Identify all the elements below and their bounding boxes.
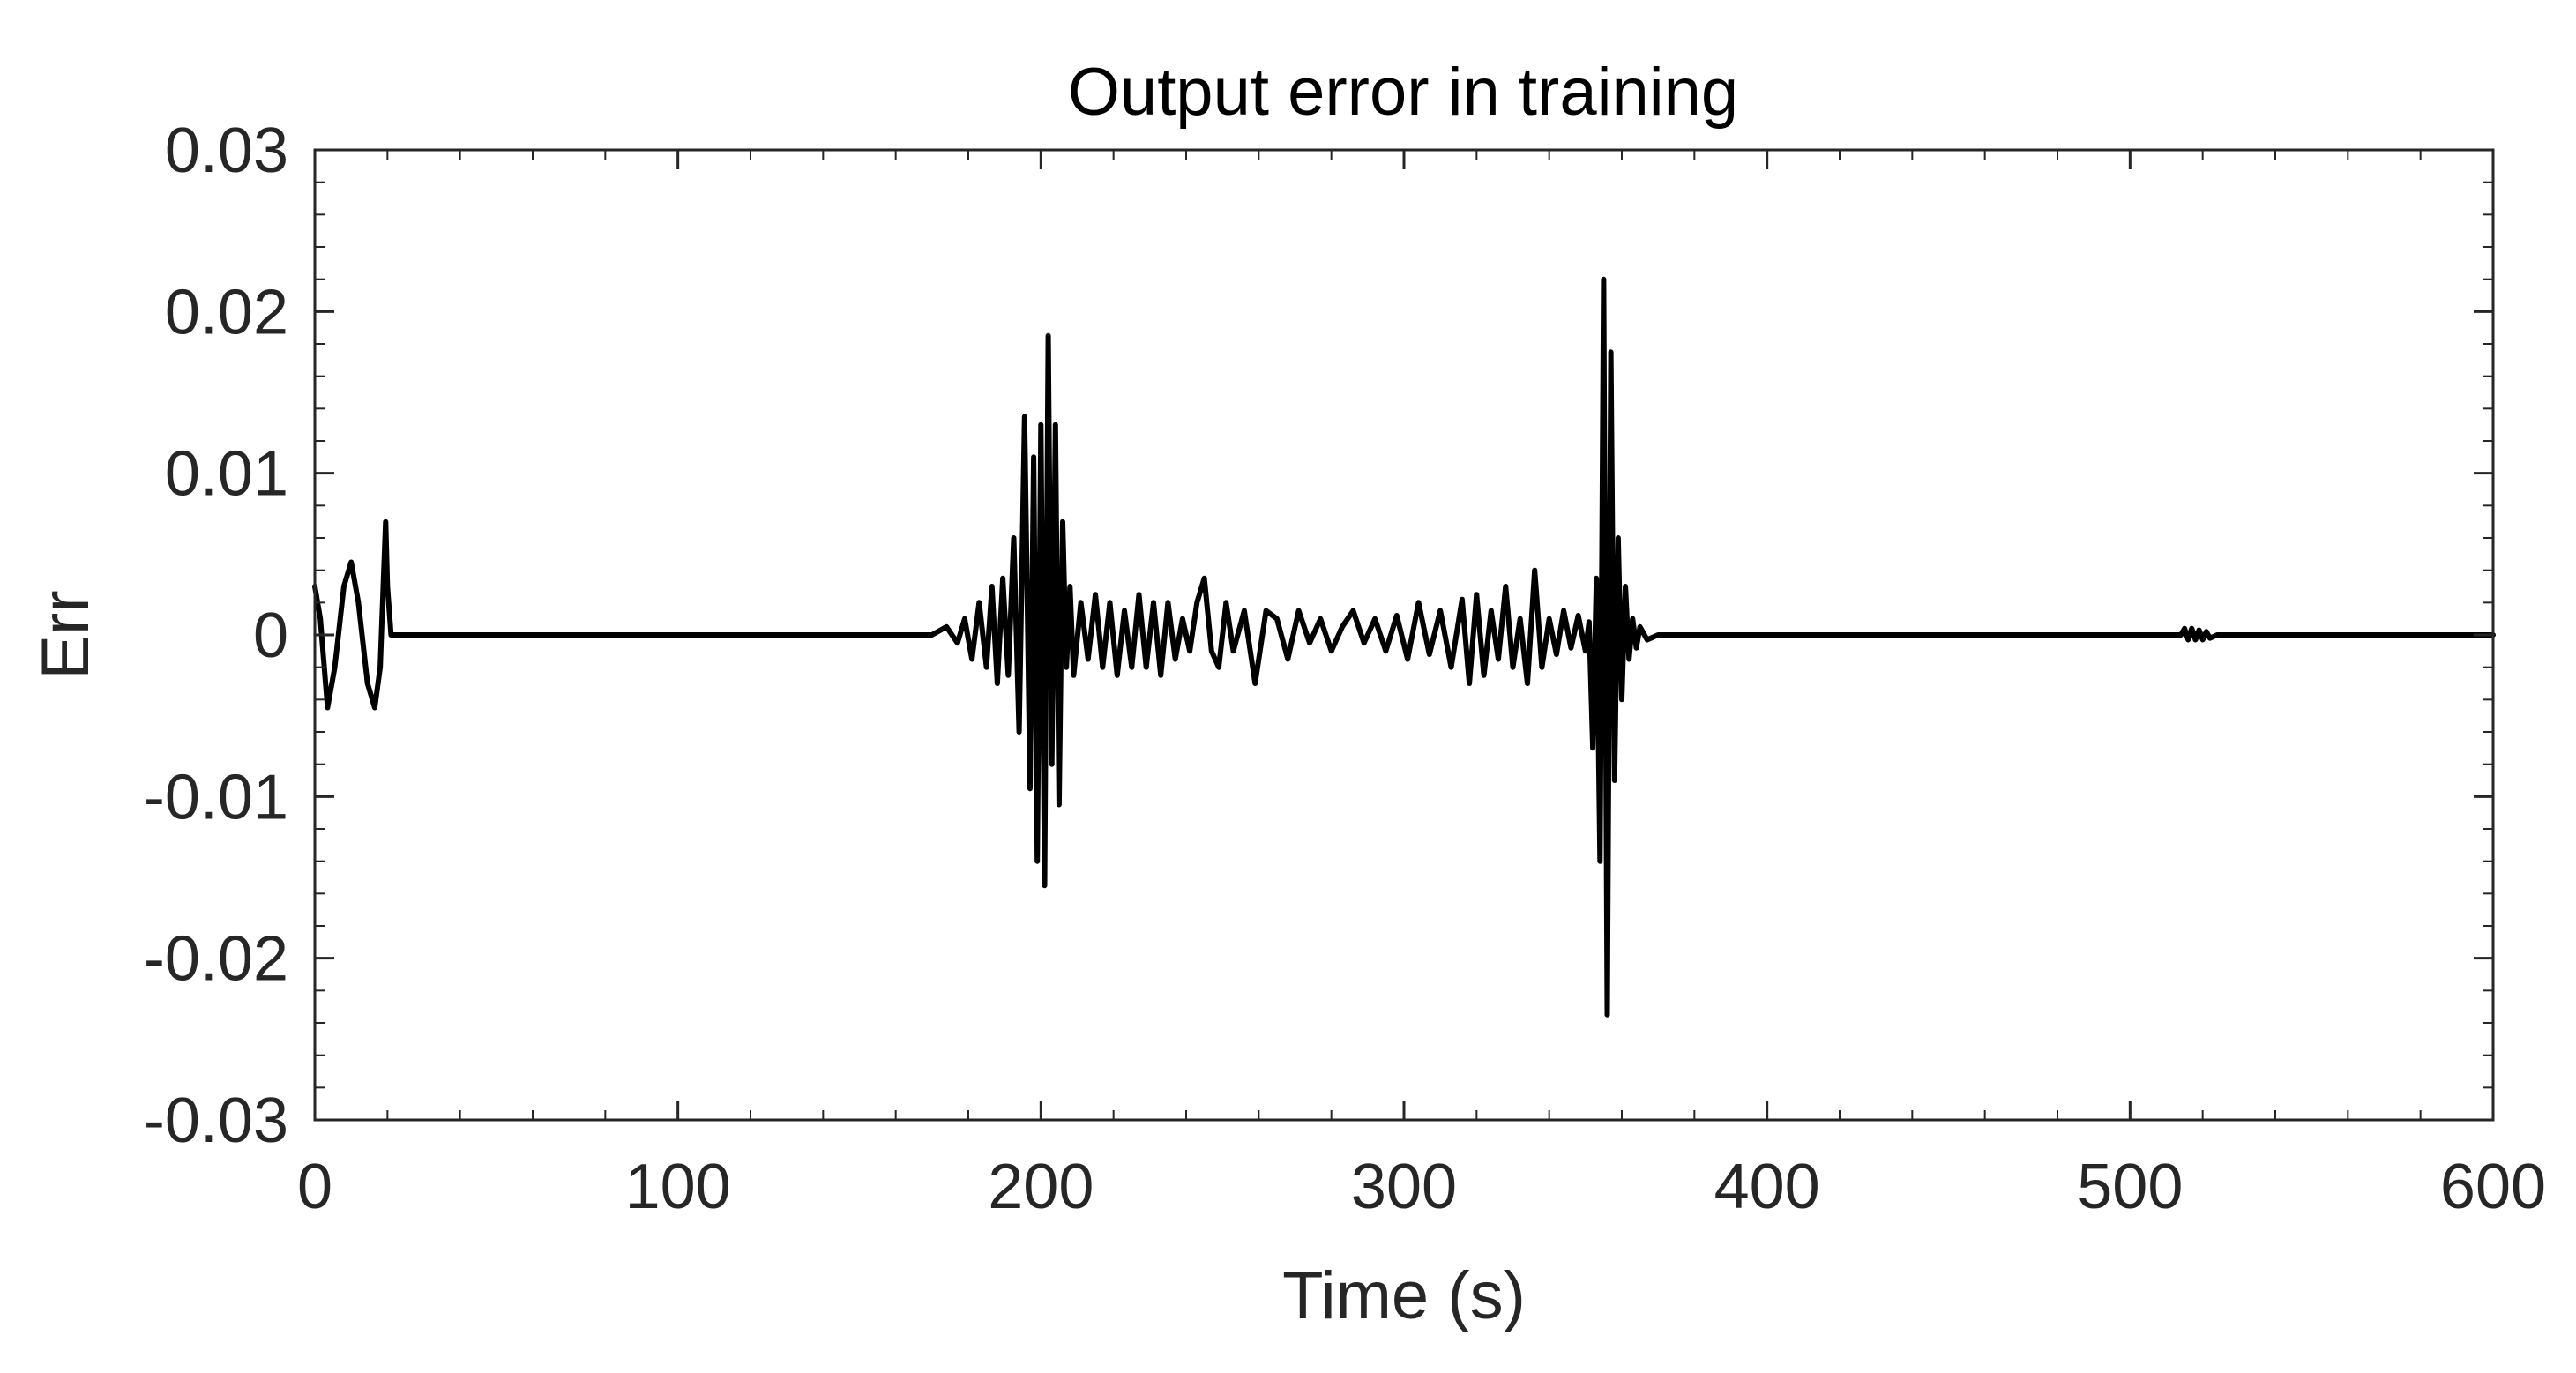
error-series-line (312, 276, 2496, 1018)
plot-area (312, 148, 2496, 1122)
y-tick-label: -0.02 (144, 924, 288, 995)
x-tick-label: 600 (2440, 1152, 2546, 1222)
y-axis: -0.03 -0.02 -0.01 0 0.01 0.02 0.03 (144, 116, 2493, 1156)
chart-title: Output error in training (1068, 55, 1738, 130)
x-tick-label: 100 (625, 1152, 731, 1222)
x-tick-label: 300 (1351, 1152, 1457, 1222)
x-tick-label: 0 (297, 1152, 332, 1222)
x-tick-label: 500 (2077, 1152, 2183, 1222)
x-axis-label: Time (s) (1282, 1258, 1526, 1333)
y-tick-label: -0.01 (144, 762, 288, 832)
x-tick-label: 200 (988, 1152, 1094, 1222)
y-tick-label: -0.03 (144, 1086, 288, 1156)
y-tick-label: 0.02 (165, 277, 288, 347)
y-tick-label: 0.01 (165, 439, 288, 510)
y-axis-label: Err (28, 590, 103, 679)
y-tick-label: 0.03 (165, 116, 288, 186)
y-tick-label: 0 (253, 601, 288, 671)
x-axis: 0 100 200 300 400 500 600 (297, 150, 2546, 1222)
x-tick-label: 400 (1714, 1152, 1820, 1222)
